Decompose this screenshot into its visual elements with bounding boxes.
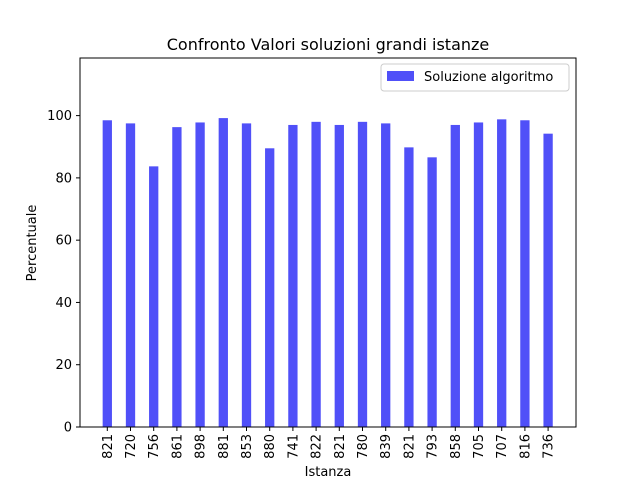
bar (149, 166, 159, 428)
x-tick-label: 793 (426, 434, 441, 459)
y-tick-label: 0 (64, 421, 72, 436)
x-tick-label: 741 (286, 434, 301, 459)
x-axis-label: Istanza (305, 465, 352, 480)
bar (195, 122, 205, 428)
y-axis-ticks: 0 20 40 60 80 100 (47, 109, 80, 436)
x-tick-label: 858 (449, 434, 464, 459)
legend: Soluzione algoritmo (380, 63, 570, 92)
legend-frame (380, 63, 570, 92)
bar (125, 123, 136, 427)
bar (218, 118, 228, 427)
x-tick-label: 898 (194, 434, 209, 459)
bar (473, 122, 484, 428)
legend-label: Soluzione algoritmo (424, 70, 553, 85)
x-tick-label: 861 (170, 434, 185, 459)
bar (357, 121, 368, 427)
bar (381, 123, 391, 427)
bars-group (102, 118, 553, 428)
bar (520, 120, 530, 427)
x-tick-label: 853 (240, 434, 255, 459)
y-tick-label: 20 (55, 358, 72, 373)
bar (102, 120, 112, 427)
x-tick-label: 881 (217, 434, 232, 459)
chart-title: Confronto Valori soluzioni grandi istanz… (167, 35, 490, 54)
x-tick-label: 821 (101, 434, 116, 459)
bar (334, 124, 344, 427)
x-tick-label: 880 (263, 434, 278, 459)
x-tick-label: 756 (147, 434, 162, 459)
x-tick-label: 821 (402, 434, 417, 459)
plot-area-frame (79, 57, 577, 428)
x-tick-label: 780 (356, 434, 371, 459)
bar (311, 121, 321, 427)
x-tick-label: 736 (542, 434, 557, 459)
x-tick-label: 707 (495, 434, 510, 459)
bar (543, 133, 553, 428)
x-tick-label: 816 (518, 434, 533, 459)
bar (241, 123, 252, 427)
x-tick-label: 720 (124, 434, 139, 459)
x-tick-label: 822 (310, 434, 325, 459)
bar (288, 124, 298, 427)
y-tick-label: 40 (55, 296, 72, 311)
bar (450, 124, 460, 427)
x-axis-ticks: 821 720 756 861 898 881 853 880 741 822 821 780 839 8… (101, 427, 557, 459)
x-tick-label: 705 (472, 434, 487, 459)
bar (427, 157, 437, 427)
legend-swatch (387, 71, 414, 81)
bar (404, 147, 414, 427)
bar (497, 119, 507, 427)
y-tick-label: 60 (55, 234, 72, 249)
x-tick-label: 839 (379, 434, 394, 459)
y-tick-label: 100 (47, 109, 72, 124)
y-tick-label: 80 (55, 171, 72, 186)
y-axis-label: Percentuale (25, 205, 40, 282)
bar (265, 148, 275, 428)
bar (172, 127, 182, 427)
x-tick-label: 821 (333, 434, 348, 459)
